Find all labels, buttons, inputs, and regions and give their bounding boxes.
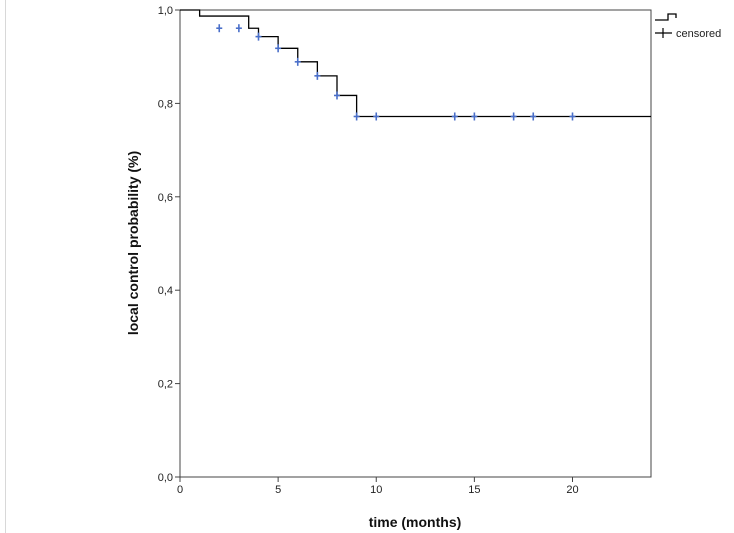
plot-frame xyxy=(179,9,652,478)
legend-censored-symbol xyxy=(655,28,672,38)
x-tick-label: 0 xyxy=(177,484,183,496)
y-tick-label: 0,8 xyxy=(158,98,173,110)
y-tick-label: 0,2 xyxy=(158,379,173,391)
x-axis: 0 5 10 15 20 xyxy=(177,477,579,496)
legend-step-symbol xyxy=(655,13,677,21)
legend: censored xyxy=(655,13,721,40)
y-tick-label: 1,0 xyxy=(158,5,173,17)
censored-marks xyxy=(216,24,576,121)
x-tick-label: 5 xyxy=(275,484,281,496)
x-tick-label: 10 xyxy=(370,484,382,496)
y-tick-label: 0,6 xyxy=(158,192,173,204)
y-tick-label: 0,0 xyxy=(158,472,173,484)
x-tick-label: 15 xyxy=(468,484,480,496)
y-axis-title: local control probability (%) xyxy=(125,151,141,335)
survival-step-line xyxy=(180,9,651,118)
x-tick-label: 20 xyxy=(566,484,578,496)
legend-censored-label: censored xyxy=(676,28,721,40)
y-axis: 0,0 0,2 0,4 0,6 0,8 1,0 xyxy=(158,5,180,484)
x-axis-title: time (months) xyxy=(369,514,462,530)
y-tick-label: 0,4 xyxy=(158,285,173,297)
page-left-border xyxy=(0,0,6,533)
